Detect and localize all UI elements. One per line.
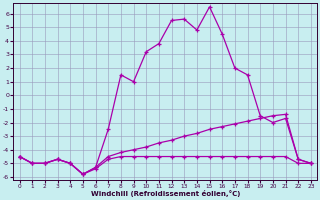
X-axis label: Windchill (Refroidissement éolien,°C): Windchill (Refroidissement éolien,°C) <box>91 190 240 197</box>
